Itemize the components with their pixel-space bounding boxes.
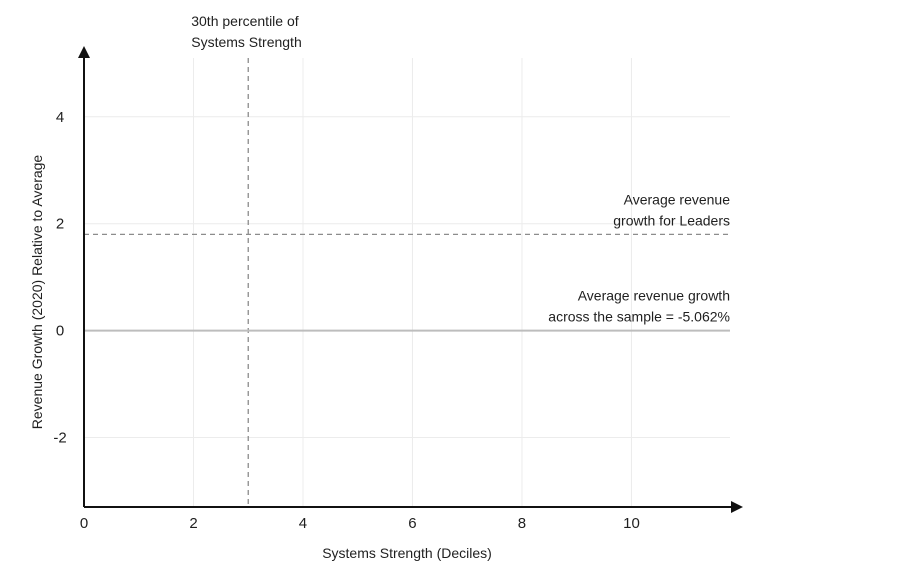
y-axis-title: Revenue Growth (2020) Relative to Averag… — [29, 155, 45, 430]
percentile-annotation: 30th percentile of Systems Strength — [191, 13, 302, 50]
y-tick-label: -2 — [53, 430, 66, 447]
tick-labels: 0 2 4 6 8 10 -2 0 2 4 — [53, 109, 639, 532]
reference-lines — [84, 58, 730, 507]
x-tick-label: 2 — [189, 515, 197, 532]
y-tick-label: 4 — [56, 109, 64, 126]
y-tick-label: 0 — [56, 323, 64, 340]
leaders-average-annotation: Average revenue growth for Leaders — [613, 191, 730, 228]
annotation-line: 30th percentile of — [191, 13, 299, 29]
annotation-line: across the sample = -5.062% — [548, 309, 730, 325]
annotations: 30th percentile of Systems Strength Averag… — [191, 13, 730, 325]
x-tick-label: 8 — [518, 515, 526, 532]
x-tick-label: 10 — [623, 515, 640, 532]
sample-average-annotation: Average revenue growth across the sample … — [548, 288, 730, 325]
annotation-line: growth for Leaders — [613, 212, 730, 228]
x-tick-label: 0 — [80, 515, 88, 532]
grid-layer — [84, 58, 730, 507]
annotation-line: Average revenue growth — [578, 288, 730, 304]
x-tick-label: 4 — [299, 515, 307, 532]
annotation-line: Average revenue — [624, 191, 731, 207]
x-axis-arrow-icon — [731, 501, 743, 513]
y-tick-label: 2 — [56, 216, 64, 233]
x-axis-title: Systems Strength (Deciles) — [322, 545, 492, 561]
x-tick-label: 6 — [408, 515, 416, 532]
axes — [78, 46, 743, 513]
annotation-line: Systems Strength — [191, 34, 302, 50]
y-axis-arrow-icon — [78, 46, 90, 58]
